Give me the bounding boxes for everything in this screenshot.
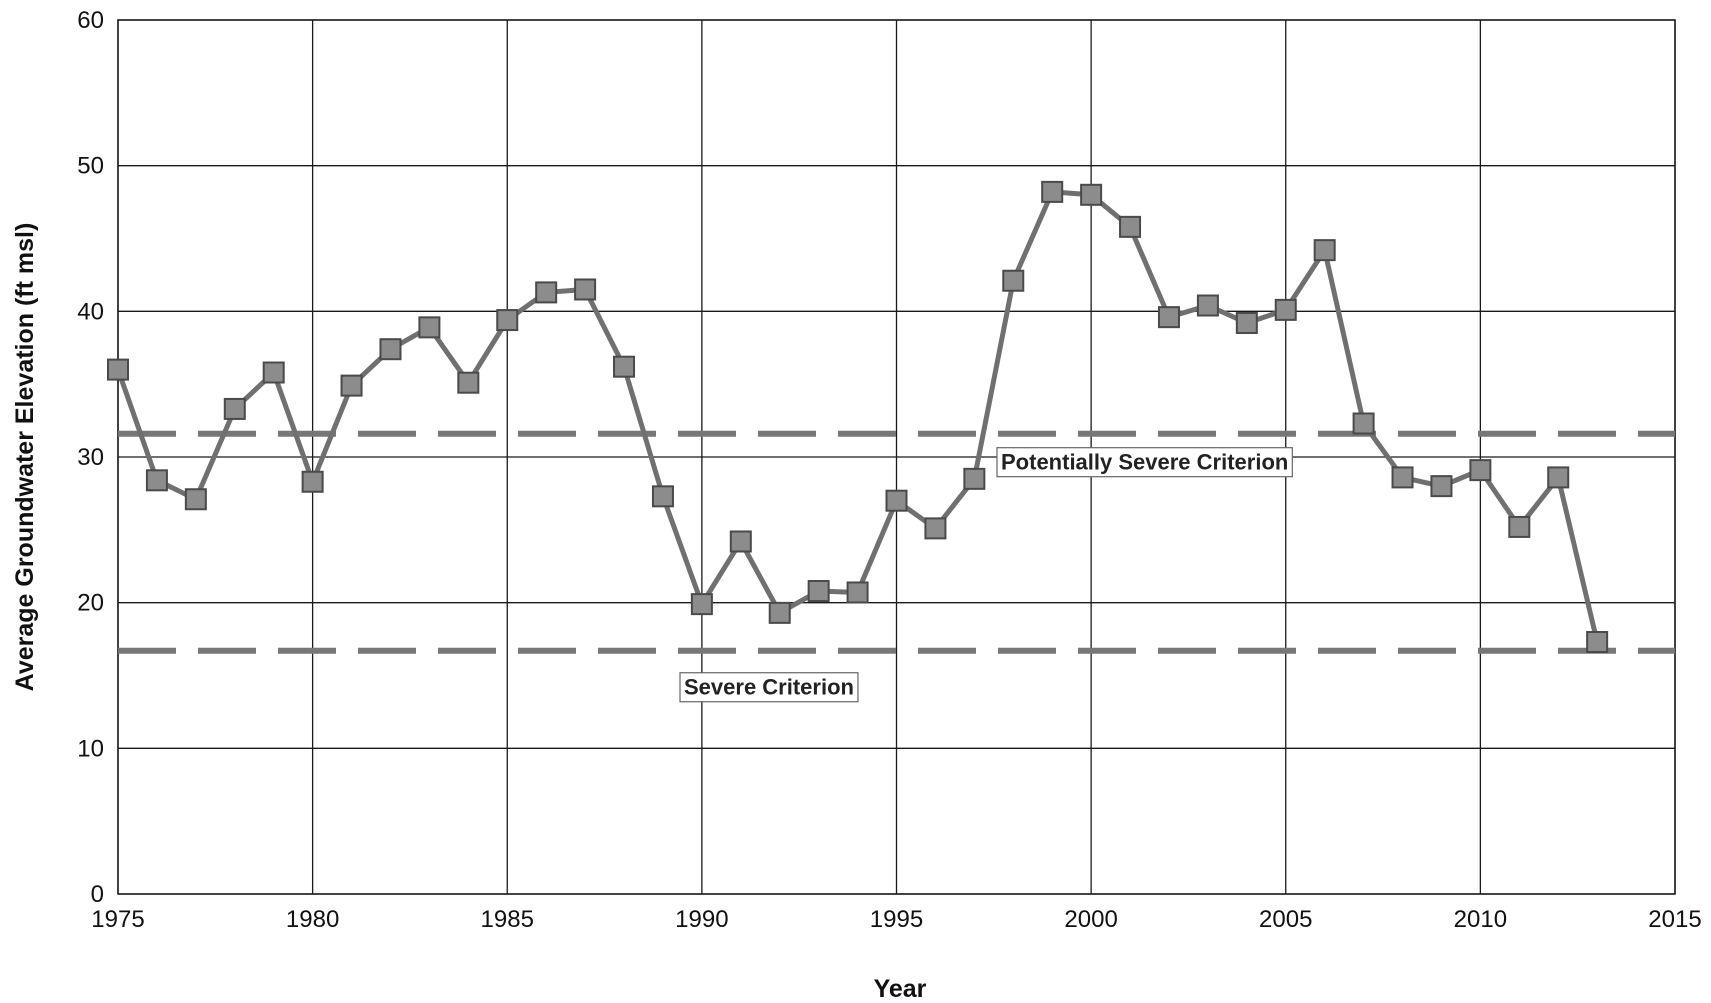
x-tick-label: 1980 bbox=[286, 906, 339, 933]
data-point bbox=[1391, 466, 1414, 489]
series-layer bbox=[107, 180, 1609, 653]
data-point bbox=[1547, 466, 1570, 489]
x-tick-label: 1975 bbox=[91, 906, 144, 933]
data-point bbox=[145, 469, 168, 492]
data-point bbox=[107, 358, 129, 381]
reference-label: Severe Criterion bbox=[679, 672, 859, 703]
data-point bbox=[1313, 239, 1336, 262]
y-tick-label: 60 bbox=[77, 7, 104, 34]
data-point bbox=[963, 467, 986, 490]
data-point bbox=[1235, 311, 1258, 334]
data-point bbox=[184, 488, 207, 511]
data-point bbox=[1469, 459, 1492, 482]
data-point bbox=[1586, 630, 1609, 653]
data-point bbox=[1002, 269, 1025, 292]
data-point bbox=[1157, 306, 1180, 329]
data-point bbox=[885, 489, 908, 512]
data-point bbox=[807, 580, 830, 603]
data-point bbox=[262, 361, 285, 384]
data-point bbox=[768, 601, 791, 624]
data-point bbox=[924, 517, 947, 540]
data-point bbox=[1041, 180, 1064, 203]
data-point bbox=[1080, 183, 1103, 206]
reference-label-text: Potentially Severe Criterion bbox=[1001, 450, 1288, 475]
data-point bbox=[379, 338, 402, 361]
data-point bbox=[457, 371, 480, 394]
y-tick-label: 10 bbox=[77, 735, 104, 762]
data-point bbox=[613, 355, 636, 378]
data-point bbox=[1508, 515, 1531, 538]
reference-label: Potentially Severe Criterion bbox=[996, 447, 1293, 478]
x-tick-label: 2000 bbox=[1064, 906, 1117, 933]
x-tick-label: 2010 bbox=[1454, 906, 1507, 933]
data-point bbox=[535, 281, 558, 304]
y-tick-label: 30 bbox=[77, 444, 104, 471]
tick-labels: 1975 1980 1985 1990 1995 2000 2005 2010 2015 0 10 2… bbox=[77, 7, 1701, 933]
data-point bbox=[1119, 215, 1142, 238]
x-tick-label: 1985 bbox=[481, 906, 534, 933]
gridlines bbox=[117, 19, 1676, 895]
data-point bbox=[1274, 298, 1297, 321]
data-point bbox=[496, 309, 519, 332]
data-point bbox=[1196, 294, 1219, 317]
data-point bbox=[729, 530, 752, 553]
data-point bbox=[1352, 412, 1375, 435]
data-point bbox=[651, 485, 674, 508]
reference-label-text: Severe Criterion bbox=[684, 675, 854, 700]
y-tick-label: 40 bbox=[77, 298, 104, 325]
data-point bbox=[690, 593, 713, 616]
data-point bbox=[418, 316, 441, 339]
data-point bbox=[340, 374, 363, 397]
x-axis-title: Year bbox=[874, 975, 927, 1003]
reference-label-box bbox=[679, 672, 859, 703]
x-tick-label: 1995 bbox=[870, 906, 923, 933]
y-tick-label: 50 bbox=[77, 153, 104, 180]
data-point bbox=[846, 581, 869, 604]
data-point bbox=[574, 278, 597, 301]
x-tick-label: 2015 bbox=[1648, 906, 1701, 933]
y-tick-label: 20 bbox=[77, 590, 104, 617]
data-point bbox=[301, 470, 324, 493]
reference-lines: Potentially Severe Criterion Severe Crite… bbox=[118, 430, 1675, 703]
y-tick-label: 0 bbox=[91, 881, 104, 908]
x-tick-label: 1990 bbox=[675, 906, 728, 933]
x-tick-label: 2005 bbox=[1259, 906, 1312, 933]
data-point bbox=[1430, 475, 1453, 498]
reference-label-box bbox=[996, 447, 1293, 478]
data-point bbox=[223, 397, 246, 420]
y-axis-title: Average Groundwater Elevation (ft msl) bbox=[11, 223, 39, 692]
